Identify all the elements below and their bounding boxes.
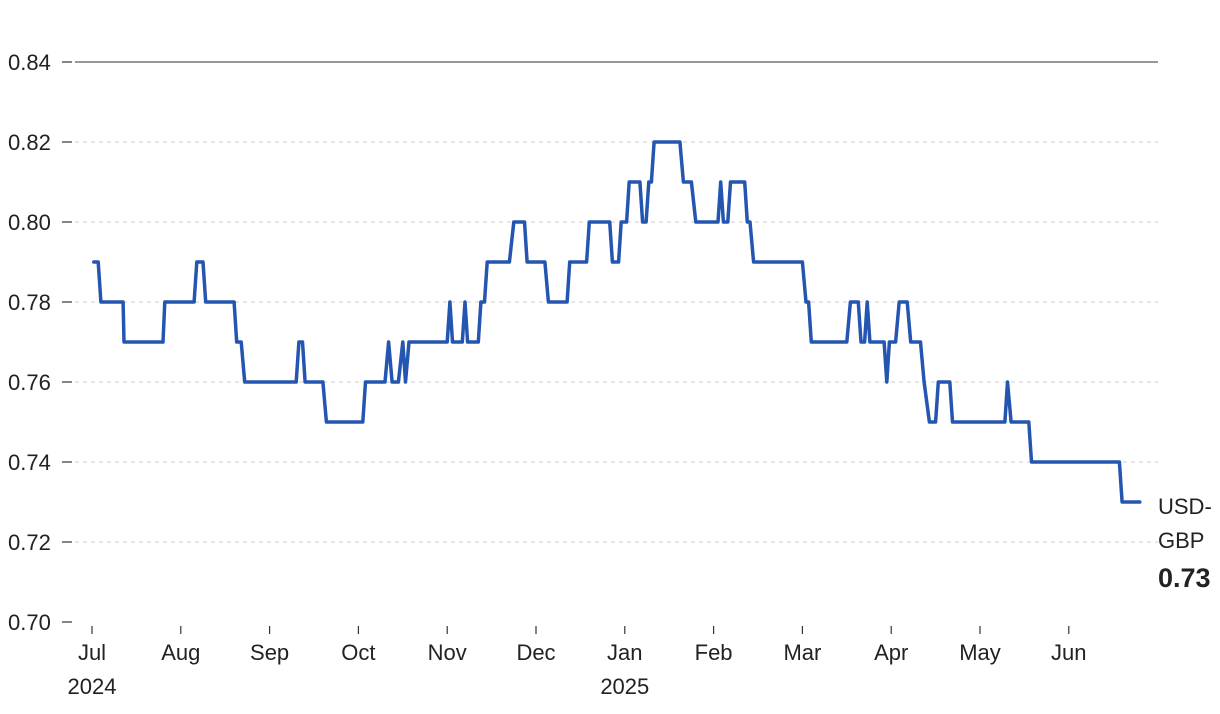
y-tick-label: 0.74 — [8, 450, 51, 475]
x-tick-label: Jul — [78, 640, 106, 665]
x-tick-label: Nov — [428, 640, 467, 665]
y-axis: 0.70 0.72 0.74 0.76 0.78 0.80 0.82 0.84 — [8, 50, 72, 635]
series-end-label: USD- GBP 0.73 — [1158, 490, 1220, 596]
x-tick-label: Oct — [341, 640, 375, 665]
x-tick-label: Mar — [783, 640, 821, 665]
x-axis: Jul 2024 Aug Sep Oct Nov Dec Jan 2025 Feb Mar Apr Ma… — [68, 626, 1087, 699]
y-tick-label: 0.80 — [8, 210, 51, 235]
x-tick-label: Feb — [695, 640, 733, 665]
x-tick-label: Aug — [161, 640, 200, 665]
series-name-label: USD- GBP — [1158, 494, 1212, 553]
x-tick-year-label: 2025 — [600, 674, 649, 699]
x-tick-label: Apr — [874, 640, 908, 665]
series-line-usd-gbp — [92, 140, 1142, 504]
y-tick-label: 0.78 — [8, 290, 51, 315]
gridlines — [75, 61, 1158, 543]
series-layer — [92, 140, 1142, 504]
x-tick-label: Sep — [250, 640, 289, 665]
x-tick-label: May — [959, 640, 1001, 665]
x-tick-label: Dec — [516, 640, 555, 665]
series-end-value: 0.73 — [1158, 563, 1211, 593]
y-tick-label: 0.76 — [8, 370, 51, 395]
y-tick-label: 0.84 — [8, 50, 51, 75]
y-tick-label: 0.82 — [8, 130, 51, 155]
x-tick-label: Jan — [607, 640, 642, 665]
x-tick-year-label: 2024 — [68, 674, 117, 699]
y-tick-label: 0.70 — [8, 610, 51, 635]
y-tick-label: 0.72 — [8, 530, 51, 555]
x-tick-label: Jun — [1051, 640, 1086, 665]
